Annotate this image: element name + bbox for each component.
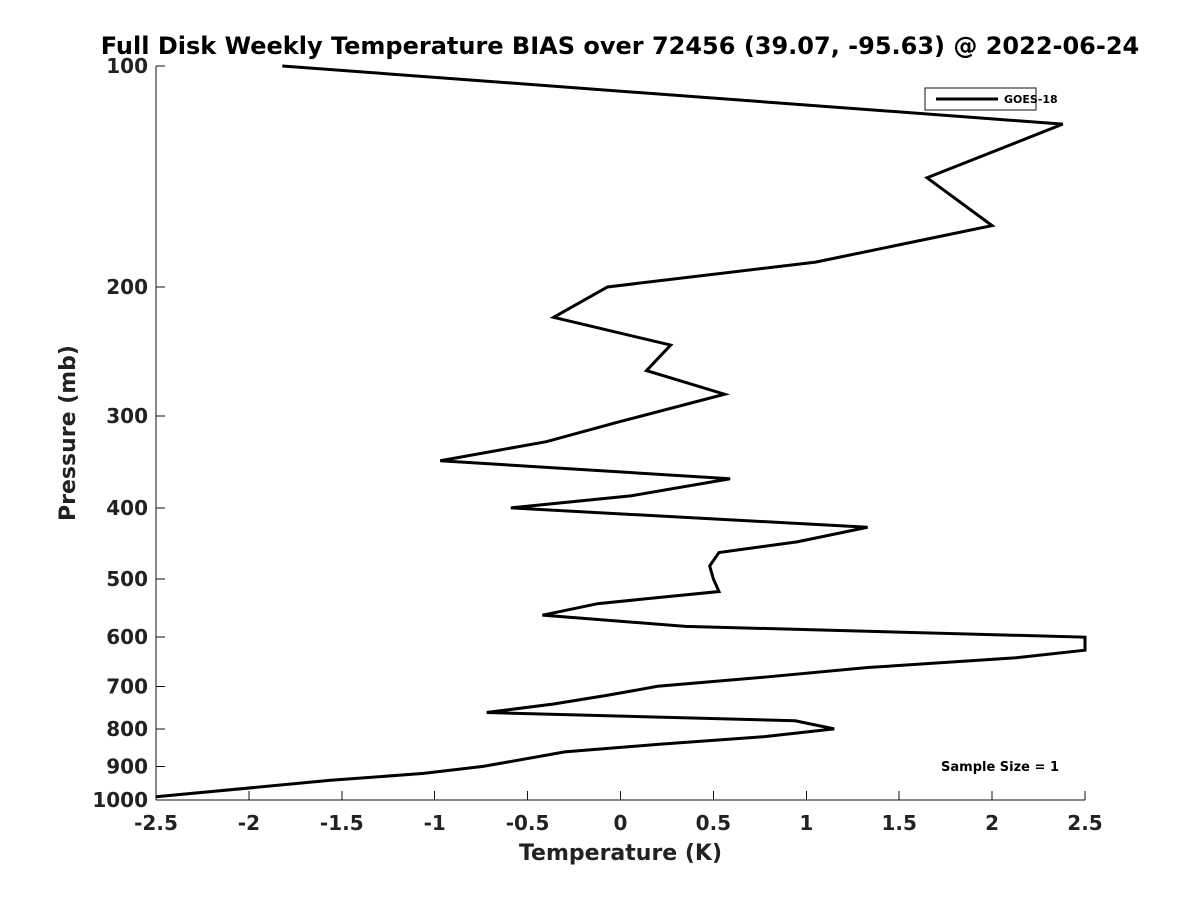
x-tick-label: -1.5 [320, 811, 364, 835]
y-axis-label: Pressure (mb) [56, 345, 81, 521]
legend: GOES-18 [924, 87, 1058, 111]
y-tick-label: 400 [106, 496, 148, 520]
x-tick-label: 1 [799, 811, 813, 835]
y-tick-label: 900 [106, 754, 148, 778]
y-tick-label: 300 [106, 404, 148, 428]
y-tick-label: 600 [106, 625, 148, 649]
y-tick-label: 200 [106, 275, 148, 299]
chart-title: Full Disk Weekly Temperature BIAS over 7… [101, 32, 1140, 60]
x-tick-label: 1.5 [881, 811, 916, 835]
series-line-goes-18 [155, 64, 1087, 799]
x-tick-label: -0.5 [506, 811, 550, 835]
x-tick-label: 0 [614, 811, 628, 835]
x-tick-label: -1 [424, 811, 446, 835]
x-tick-label: 0.5 [696, 811, 731, 835]
x-tick-label: 2 [985, 811, 999, 835]
x-tick-label: 2.5 [1067, 811, 1102, 835]
y-tick-label: 800 [106, 717, 148, 741]
y-tick-label: 100 [106, 54, 148, 78]
axes: -2.5 -2 -1.5 -1 -0.5 0 0.5 1 1.5 2 2.5 100 200 300 400… [92, 54, 1102, 835]
x-tick-label: -2.5 [134, 811, 178, 835]
x-axis-label: Temperature (K) [519, 841, 722, 866]
sample-size-annotation: Sample Size = 1 [941, 760, 1059, 775]
x-tick-label: -2 [238, 811, 260, 835]
y-tick-label: 700 [106, 674, 148, 698]
legend-label-goes-18: GOES-18 [1004, 93, 1058, 106]
y-tick-label: 1000 [92, 788, 148, 812]
y-tick-label: 500 [106, 567, 148, 591]
